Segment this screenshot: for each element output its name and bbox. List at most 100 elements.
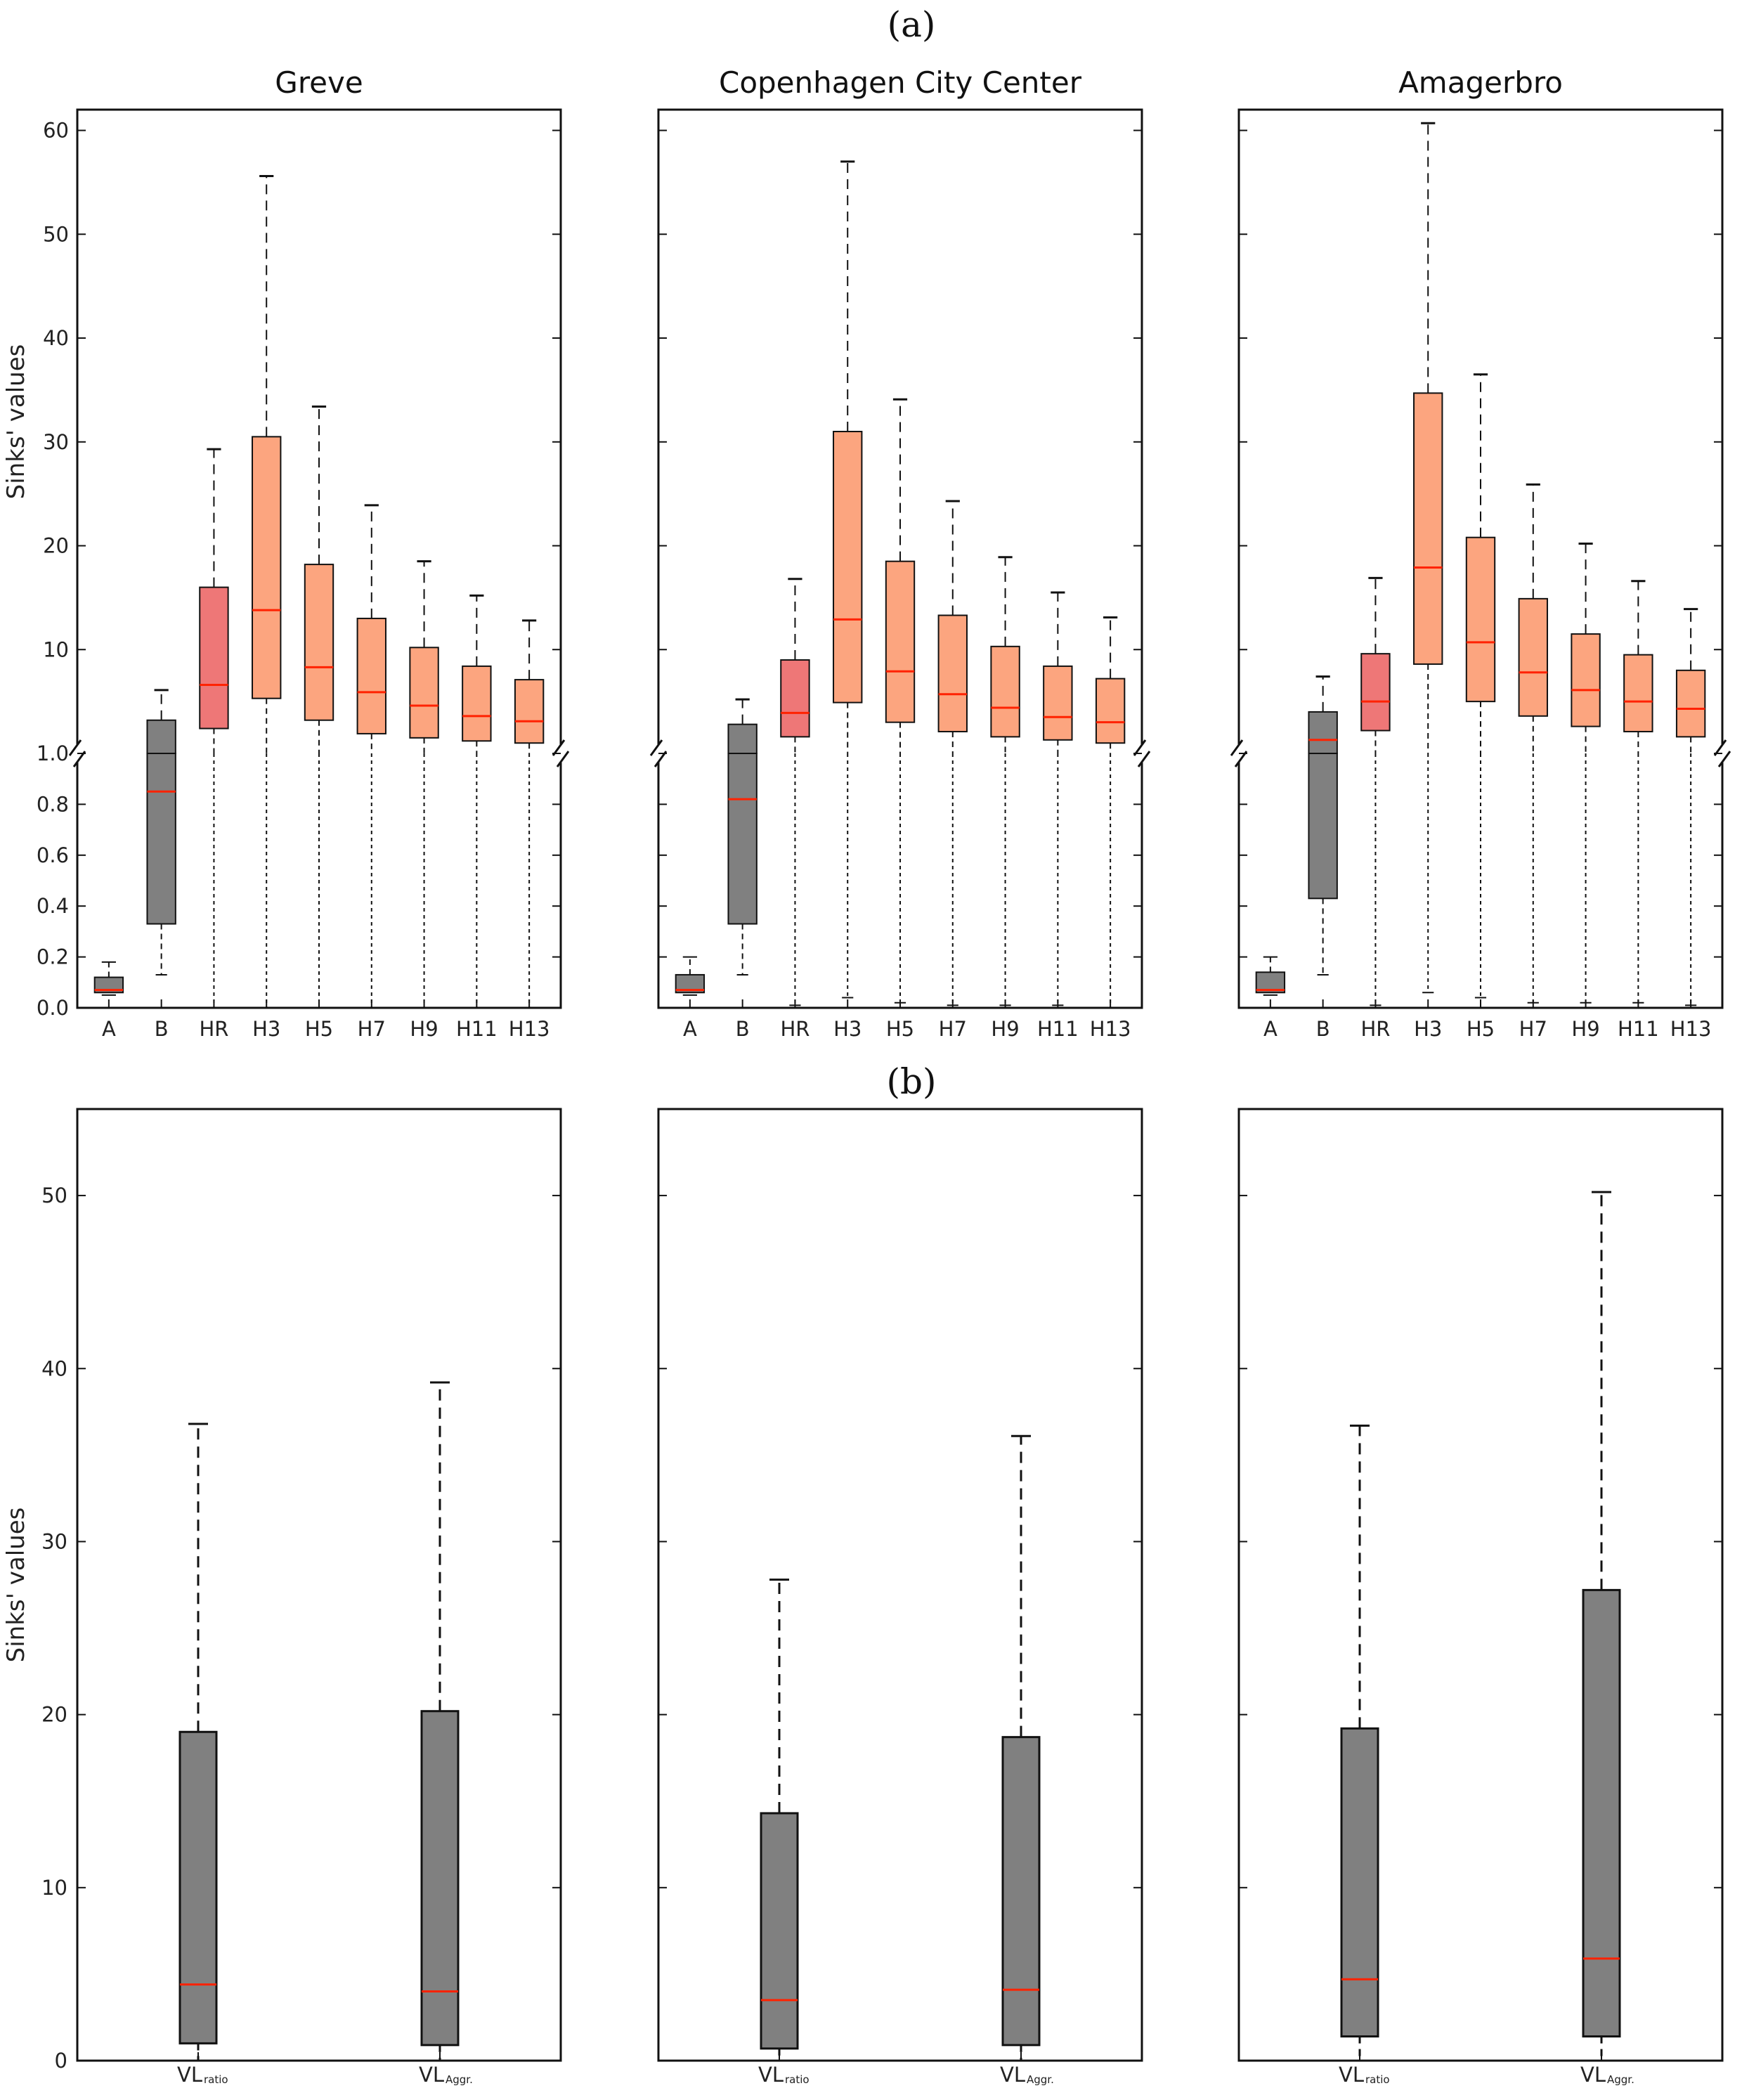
y-tick-label: 30 (41, 1529, 67, 1553)
box-body (514, 679, 545, 744)
x-tick-subscript: Aggr. (1027, 2073, 1054, 2086)
box-body (1518, 597, 1548, 717)
box-H3 (833, 160, 863, 999)
box-body (1340, 1727, 1379, 2038)
x-tick-label: H5 (305, 1017, 333, 1041)
box-body-lower (1308, 753, 1338, 900)
box-body (1623, 654, 1653, 732)
chart-a-2: Copenhagen City Center A B HR H3 H5 H7 H9 H11 H13 (649, 65, 1152, 1041)
x-tick-label: H5 (1467, 1017, 1495, 1041)
box-VL-ratio (1340, 1425, 1379, 2062)
plot-area (93, 175, 545, 1008)
y-axis-label: Sinks' values (2, 1508, 30, 1663)
axis-break-slash (1230, 739, 1244, 756)
x-tick-label: A (683, 1017, 697, 1041)
box-H11 (462, 594, 492, 1008)
box-body (178, 1730, 218, 2044)
box-A (93, 961, 124, 996)
box-H13 (1675, 608, 1706, 1006)
box-body-upper (1308, 711, 1338, 754)
box-body (780, 659, 810, 738)
box-body (760, 1812, 799, 2050)
x-tick-label: VL (419, 2063, 444, 2087)
x-tick-label: H11 (1037, 1017, 1079, 1041)
y-tick-label: 1.0 (37, 741, 69, 765)
box-VL-ratio (760, 1579, 799, 2062)
plot-area (675, 160, 1126, 1008)
x-tick-label: VL (758, 2063, 784, 2087)
box-H7 (937, 500, 968, 1006)
box-body-upper (727, 723, 758, 754)
box-H13 (514, 619, 545, 1008)
y-tick-label: 10 (41, 1876, 67, 1900)
box-body (93, 976, 124, 994)
box-H3 (1413, 122, 1443, 994)
box-body (833, 431, 863, 704)
x-tick-subscript: ratio (204, 2073, 228, 2086)
box-body (1571, 633, 1601, 727)
y-tick-label: 50 (43, 222, 69, 246)
box-body (1001, 1736, 1041, 2047)
box-HR (1360, 576, 1391, 1006)
axis-break-slash (649, 739, 663, 756)
axis-break-slash (1137, 751, 1151, 767)
box-VL-Aggr. (1001, 1434, 1041, 2062)
box-body (1413, 392, 1443, 665)
x-tick-subscript: ratio (785, 2073, 810, 2086)
box-body-lower (727, 753, 758, 925)
box-body-upper (146, 719, 176, 754)
panel-a-label: (a) (888, 4, 936, 45)
y-tick-label: 20 (41, 1703, 67, 1727)
x-tick-label: VL (1339, 2063, 1364, 2087)
y-tick-label: 0.4 (37, 894, 69, 918)
box-body (990, 645, 1020, 738)
y-tick-label: 50 (41, 1184, 67, 1207)
y-tick-label: 40 (41, 1356, 67, 1380)
box-B (1308, 675, 1338, 976)
x-tick-label: H7 (1519, 1017, 1547, 1041)
box-body (304, 564, 334, 721)
x-tick-label: H7 (358, 1017, 386, 1041)
plot-area (1255, 122, 1706, 1006)
y-tick-label: 30 (43, 430, 69, 454)
box-VL-ratio (178, 1422, 218, 2062)
x-tick-label: H3 (1414, 1017, 1442, 1041)
x-tick-label: H7 (939, 1017, 967, 1041)
x-tick-label: H11 (456, 1017, 498, 1041)
x-tick-label: A (102, 1017, 116, 1041)
y-tick-label: 0.0 (37, 996, 69, 1020)
box-H13 (1095, 616, 1126, 1008)
axis-break-slash (556, 751, 570, 767)
x-tick-label: H9 (1571, 1017, 1599, 1041)
box-body (1360, 653, 1391, 732)
box-H7 (356, 504, 386, 1008)
x-tick-label: H13 (1090, 1017, 1131, 1041)
box-body (420, 1710, 460, 2047)
box-HR (780, 578, 810, 1006)
box-HR (199, 448, 229, 1008)
box-VL-Aggr. (1582, 1191, 1621, 2062)
axis-break-slash (68, 739, 82, 756)
x-tick-label: B (736, 1017, 750, 1041)
box-H9 (409, 560, 439, 1008)
plot-frame (76, 1108, 562, 2062)
x-tick-subscript: ratio (1365, 2073, 1390, 2086)
x-tick-label: H13 (1670, 1017, 1712, 1041)
box-A (675, 956, 706, 996)
box-body (252, 436, 282, 699)
y-axis-label: Sinks' values (2, 344, 30, 500)
chart-b-2: VL ratio VL Aggr. (657, 1108, 1143, 2087)
box-body (199, 586, 229, 730)
box-body (356, 617, 386, 734)
x-tick-label: H11 (1618, 1017, 1659, 1041)
charts-layer: Greve 10 20 30 40 50 60 0.0 0.2 0.4 0.6 0.8 1.0 A B HR H… (2, 65, 1732, 2087)
y-tick-label: 60 (43, 119, 69, 143)
box-H11 (1043, 591, 1073, 1006)
box-body (1043, 665, 1073, 741)
box-H9 (1571, 543, 1601, 1004)
x-tick-label: H13 (509, 1017, 550, 1041)
box-B (146, 689, 176, 976)
box-H5 (304, 406, 334, 1008)
